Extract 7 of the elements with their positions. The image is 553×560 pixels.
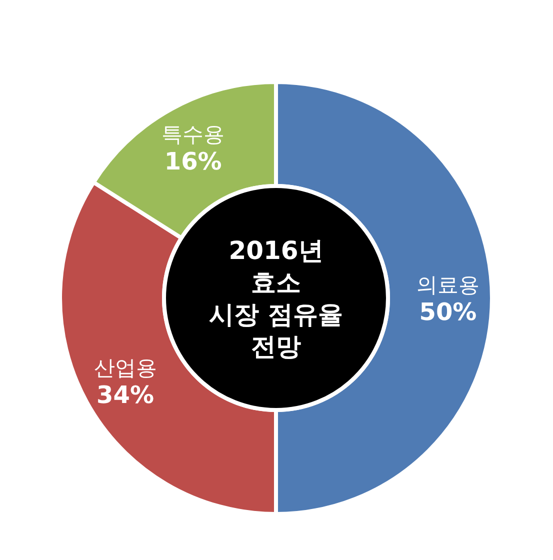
- data-label: 34%: [96, 380, 154, 409]
- slice-label: 산업용: [94, 356, 157, 380]
- slice-label: 특수용: [162, 122, 225, 146]
- data-label: 50%: [419, 298, 477, 326]
- text: 2016년 효소 시장 점유율 전망: [209, 236, 343, 361]
- data-label: 16%: [164, 147, 222, 176]
- slice-label: 의료용: [416, 273, 480, 297]
